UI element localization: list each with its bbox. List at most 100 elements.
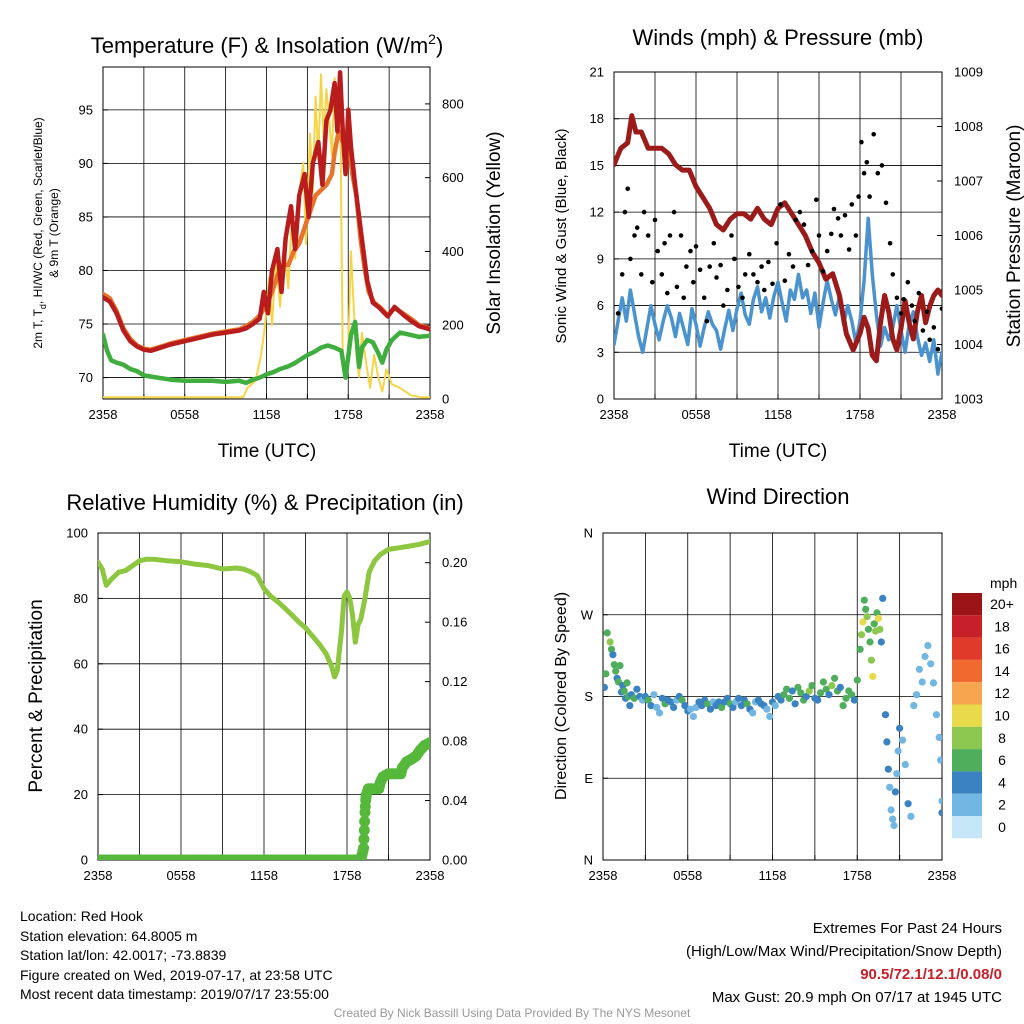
gust-point [814, 197, 819, 202]
direction-point [681, 702, 689, 710]
dewpoint-line [103, 319, 430, 386]
temperature-xtick-label: 2358 [416, 407, 445, 422]
gust-point [859, 139, 864, 145]
gust-point [797, 209, 803, 215]
gust-point [645, 233, 651, 238]
winds-xlabel: Time (UTC) [729, 441, 828, 462]
temperature-ylabel-part1: 2m T, T [31, 308, 45, 348]
direction-point [929, 679, 938, 687]
speed-legend-label: 2 [998, 797, 1006, 813]
direction-point [658, 694, 666, 702]
gust-point [655, 248, 660, 254]
gust-point [665, 290, 670, 296]
gust-point [740, 295, 745, 301]
direction-point [667, 698, 675, 706]
temperature-xlabel: Time (UTC) [218, 441, 317, 462]
direction-point [864, 625, 873, 633]
gust-point [887, 241, 893, 246]
direction-point [723, 694, 731, 702]
humidity-series [98, 539, 430, 860]
humidity-xtick-label: 1758 [333, 868, 362, 883]
gust-point [691, 279, 696, 285]
direction-point [670, 703, 678, 712]
pressure-ylabel: Station Pressure (Maroon) [1004, 125, 1024, 348]
gust-point [894, 295, 900, 301]
winds-ytick-label: 21 [590, 65, 604, 80]
direction-point [921, 652, 929, 661]
gust-point [718, 262, 723, 268]
winds-xtick-label: 1158 [764, 407, 792, 422]
direction-point [766, 712, 774, 721]
speed-legend-swatch [952, 704, 982, 727]
gust-point [838, 233, 844, 238]
humidity-ytick-right-label: 0.16 [442, 615, 467, 630]
direction-point [687, 705, 695, 713]
temperature-ytick-label: 90 [79, 156, 93, 171]
humidity-ytick-right-label: 0.00 [442, 853, 467, 868]
gust-point [786, 251, 792, 257]
winds-ytick-label: 15 [590, 158, 604, 173]
temperature-title-main: Temperature (F) & Insolation (W/m [91, 33, 428, 58]
direction-point [889, 815, 897, 823]
humidity-ytick-right-label: 0.08 [442, 734, 467, 749]
gust-point [916, 290, 922, 296]
speed-legend-swatch [952, 659, 982, 683]
gust-point [711, 241, 717, 246]
gust-point [849, 202, 855, 207]
direction-point [828, 682, 836, 690]
gust-point [632, 233, 637, 238]
direction-point [808, 682, 816, 690]
direction-point [839, 702, 847, 710]
speed-legend-label: 14 [994, 663, 1010, 679]
gust-point [790, 264, 796, 269]
direction-point [874, 614, 883, 623]
direction-point [938, 797, 942, 805]
direction-point [771, 702, 779, 710]
winds-ytick-right-label: 1004 [954, 337, 983, 352]
gust-point [619, 272, 625, 277]
temperature-ytick-right-label: 0 [442, 392, 449, 407]
gust-point [650, 279, 655, 285]
direction-point [859, 618, 867, 626]
direction-point [630, 694, 638, 702]
extremes-values: 90.5/72.1/12.1/0.08/0 [860, 966, 1002, 983]
direction-xtick-label: 2358 [928, 868, 957, 883]
direction-point [886, 783, 894, 791]
direction-point [877, 638, 885, 646]
direction-point [780, 691, 788, 699]
gust-point [701, 295, 707, 301]
direction-point [763, 705, 771, 713]
gust-point [901, 297, 906, 302]
humidity-xtick-label: 2358 [416, 868, 445, 883]
gust-point [864, 160, 870, 165]
gust-point [747, 251, 752, 257]
humidity-ytick-label: 80 [74, 591, 88, 606]
direction-point [610, 661, 618, 669]
direction-point [729, 703, 737, 712]
direction-point [791, 700, 799, 708]
winds-ytick-right-label: 1007 [954, 174, 983, 189]
gust-point [697, 267, 703, 273]
direction-point [881, 711, 890, 719]
direction-ylabel: Direction (Colored By Speed) [553, 592, 570, 800]
temperature-ytick-right-label: 200 [442, 318, 464, 333]
direction-point [879, 594, 887, 603]
temperature-xtick-label: 1158 [253, 407, 281, 422]
temperature-ytick-right-label: 600 [442, 170, 464, 185]
direction-point [924, 642, 932, 650]
direction-point [904, 800, 912, 808]
precip-point [359, 815, 371, 827]
direction-point [883, 738, 891, 746]
direction-point [836, 683, 844, 692]
gust-point [805, 262, 811, 268]
direction-point [907, 812, 915, 821]
direction-point [927, 660, 935, 668]
gust-point [856, 194, 861, 199]
temperature-line [103, 70, 430, 354]
direction-point [901, 761, 909, 769]
direction-point [647, 702, 655, 710]
direction-point [866, 638, 874, 646]
direction-point [703, 700, 712, 708]
gust-point [639, 272, 644, 277]
